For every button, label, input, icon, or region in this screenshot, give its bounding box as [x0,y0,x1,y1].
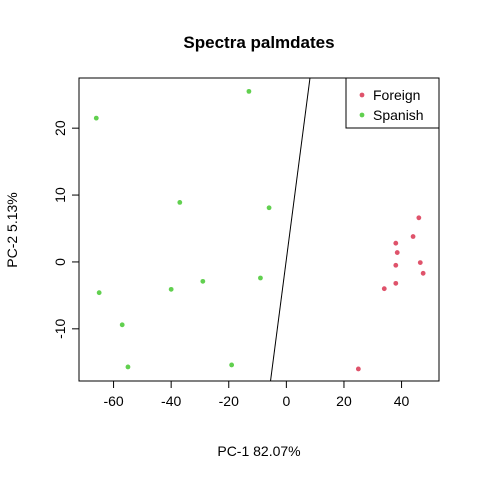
data-point-spanish [200,278,206,284]
y-axis-label: PC-2 5.13% [4,192,20,267]
data-point-foreign [394,250,400,255]
data-point-spanish [96,290,102,296]
data-point-foreign [381,286,387,292]
data-point-spanish [246,88,252,94]
axes: -60 -40 -20 0 20 40 -10 0 10 20 [52,77,440,409]
legend-marker-foreign [359,92,365,98]
legend: Foreign Spanish [345,77,440,129]
x-tick-label: 40 [394,393,410,409]
y-tick-label: -10 [52,318,68,338]
decision-line [270,78,311,381]
x-tick-label: -20 [219,393,239,409]
x-tick-label: 0 [282,393,290,409]
data-point-spanish [177,200,183,205]
data-point-foreign [416,215,422,221]
data-point-foreign [393,280,399,286]
x-tick-label: -40 [161,393,181,409]
data-point-foreign [393,240,399,246]
legend-label-foreign: Foreign [373,87,420,103]
data-point-foreign [420,270,426,276]
data-point-foreign [355,366,361,372]
data-point-foreign [417,260,423,266]
data-point-spanish [258,275,263,281]
legend-marker-spanish [359,112,365,118]
legend-box [345,77,440,129]
data-point-foreign [410,234,416,239]
y-tick-label: 0 [52,258,68,266]
data-point-spanish [93,115,99,121]
chart-title: Spectra palmdates [183,33,334,52]
y-tick-label: 20 [52,120,68,136]
plot-area [93,78,426,381]
x-tick-label: -60 [103,393,123,409]
data-point-spanish [119,322,125,328]
data-point-spanish [125,364,131,370]
data-point-spanish [229,362,235,368]
data-point-spanish [168,286,174,292]
legend-label-spanish: Spanish [373,107,424,123]
data-point-spanish [266,205,272,211]
y-tick-label: 10 [52,187,68,203]
x-tick-label: 20 [336,393,352,409]
x-axis-label: PC-1 82.07% [217,443,300,459]
data-point-foreign [393,262,399,268]
